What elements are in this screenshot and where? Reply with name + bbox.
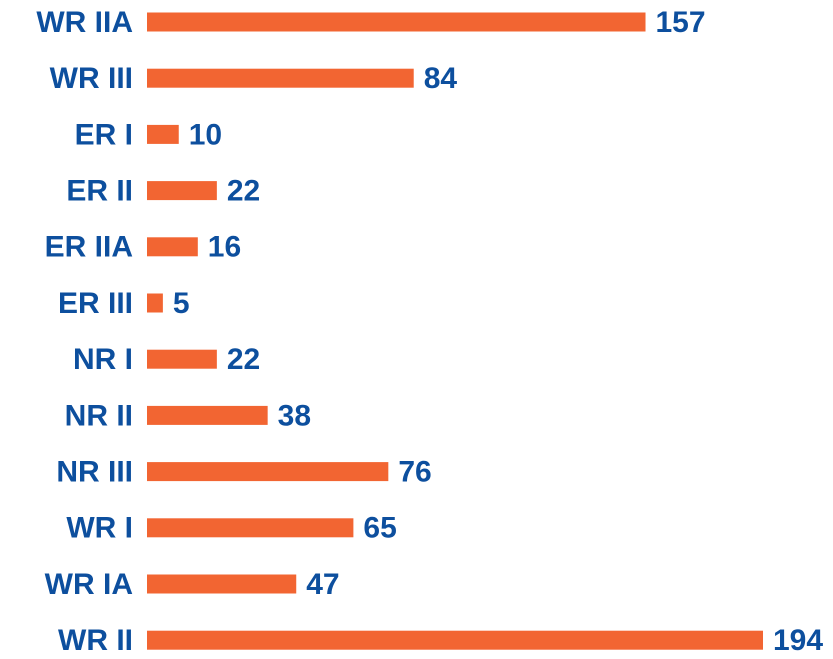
category-label: NR III [56, 456, 133, 489]
category-label: WR III [50, 62, 133, 95]
value-label: 22 [227, 175, 260, 208]
bar [147, 293, 163, 313]
bar [147, 124, 179, 144]
bar [147, 405, 268, 425]
category-label: NR I [73, 343, 133, 376]
category-label: WR IIA [36, 6, 133, 39]
value-label: 194 [773, 624, 823, 657]
category-label: ER I [75, 118, 133, 151]
value-label: 5 [173, 287, 190, 320]
value-label: 22 [227, 343, 260, 376]
category-label: ER II [66, 175, 133, 208]
value-label: 76 [398, 456, 431, 489]
value-label: 84 [424, 62, 458, 95]
value-label: 157 [656, 6, 706, 39]
bar [147, 181, 217, 201]
category-label: ER IIA [45, 231, 133, 264]
category-label: ER III [58, 287, 133, 320]
value-label: 10 [189, 118, 222, 151]
value-label: 65 [363, 512, 396, 545]
bar [147, 574, 297, 594]
bar [147, 349, 217, 369]
category-label: WR IA [45, 568, 133, 601]
bar [147, 518, 354, 538]
bar [147, 462, 389, 482]
category-label: WR I [66, 512, 133, 545]
value-label: 16 [208, 231, 241, 264]
value-label: 47 [306, 568, 339, 601]
bar [147, 630, 763, 650]
bar [147, 12, 646, 32]
bar [147, 237, 198, 257]
value-label: 38 [278, 399, 311, 432]
bar [147, 68, 414, 88]
category-label: WR II [58, 624, 133, 657]
category-label: NR II [65, 399, 133, 432]
